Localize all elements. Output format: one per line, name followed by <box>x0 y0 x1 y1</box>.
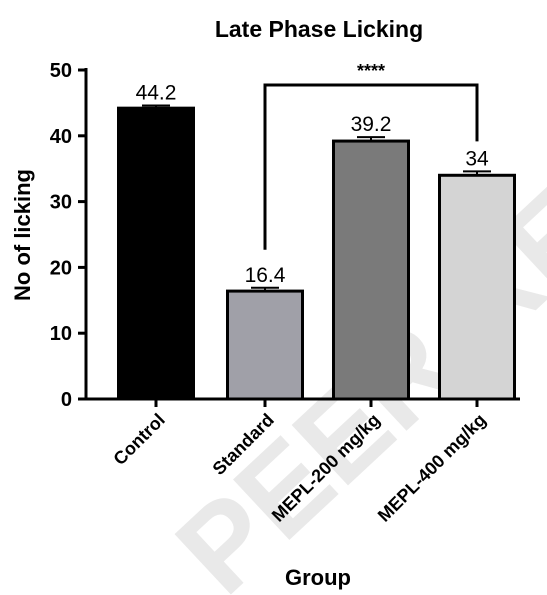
bar <box>117 106 195 401</box>
y-tick-label: 30 <box>50 192 72 214</box>
bar <box>226 289 304 401</box>
y-tick-label: 50 <box>50 60 72 82</box>
y-axis-title: No of licking <box>10 169 35 301</box>
y-tick-label: 40 <box>50 126 72 148</box>
bar <box>438 173 516 401</box>
significance-label: **** <box>357 61 385 81</box>
significance-bracket <box>263 83 479 250</box>
data-label: 34 <box>465 147 489 170</box>
data-label: 16.4 <box>245 264 286 287</box>
x-axis-title: Group <box>285 565 351 590</box>
y-tick-label: 10 <box>50 323 72 345</box>
y-tick-label: 20 <box>50 257 72 279</box>
x-tick-label: Control <box>109 410 168 469</box>
chart-title: Late Phase Licking <box>215 16 423 42</box>
data-label: 44.2 <box>136 82 177 105</box>
bar <box>332 139 410 401</box>
y-tick-label: 0 <box>61 389 72 411</box>
data-label: 39.2 <box>351 113 392 136</box>
